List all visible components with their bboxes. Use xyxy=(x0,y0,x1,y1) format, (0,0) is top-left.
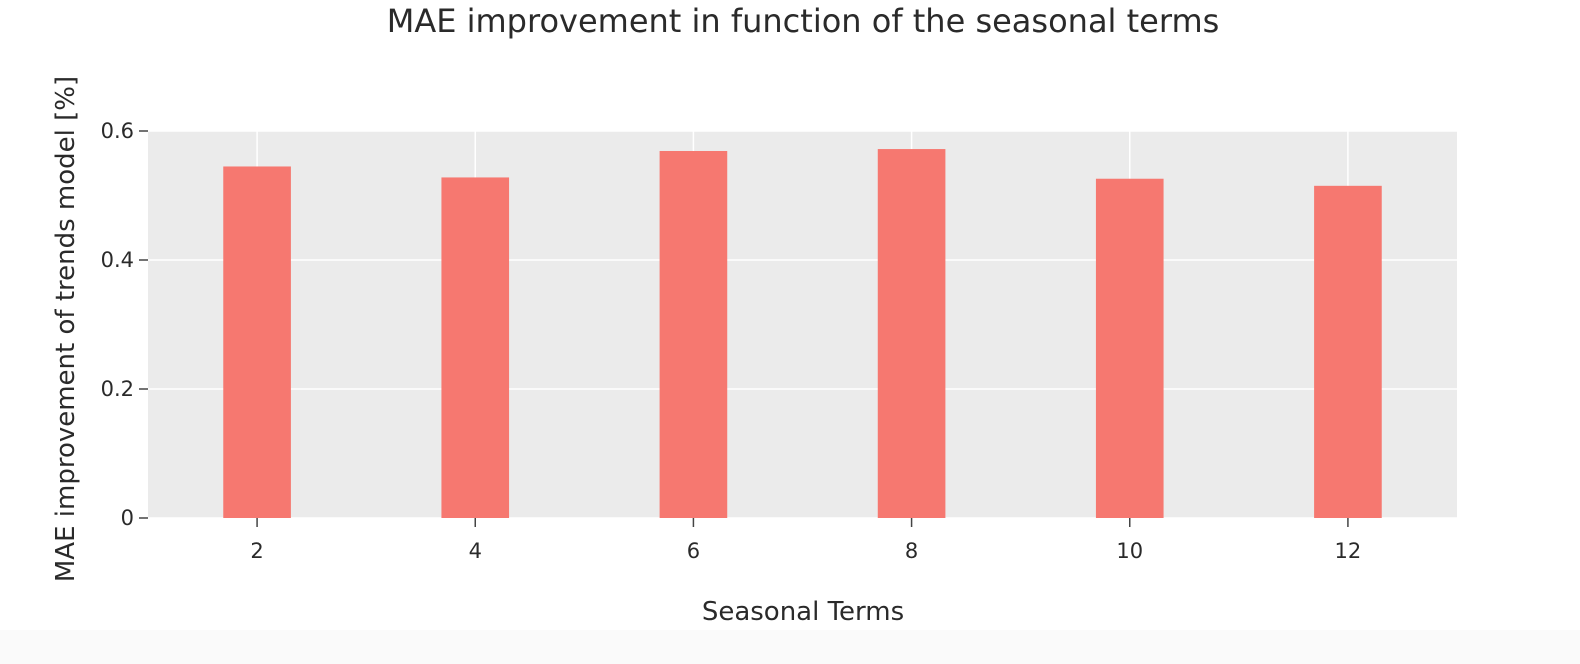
bottom-strip xyxy=(0,630,1580,664)
plot-area xyxy=(148,131,1457,518)
x-axis-title: Seasonal Terms xyxy=(702,597,904,627)
x-tick-label: 2 xyxy=(250,539,263,563)
y-tick-label: 0.4 xyxy=(101,248,134,272)
x-tick-label: 10 xyxy=(1116,539,1143,563)
x-tick-label: 12 xyxy=(1335,539,1362,563)
bar xyxy=(441,177,510,518)
bar xyxy=(1095,178,1164,519)
bars xyxy=(223,149,1382,519)
y-tick-label: 0.2 xyxy=(101,377,134,401)
chart-title: MAE improvement in function of the seaso… xyxy=(387,2,1220,40)
bar xyxy=(1314,185,1382,518)
y-axis-title: MAE improvement of trends model [%] xyxy=(51,76,81,582)
bar xyxy=(659,150,728,518)
x-tick-label: 8 xyxy=(905,539,918,563)
y-tick-label: 0 xyxy=(121,506,134,530)
x-tick-label: 6 xyxy=(687,539,700,563)
x-tick-label: 4 xyxy=(469,539,482,563)
axes: 0 0.2 0.4 0.6 2 4 6 8 10 12 xyxy=(101,119,1362,563)
bar xyxy=(877,149,946,518)
bar xyxy=(223,166,291,518)
y-tick-label: 0.6 xyxy=(101,119,134,143)
